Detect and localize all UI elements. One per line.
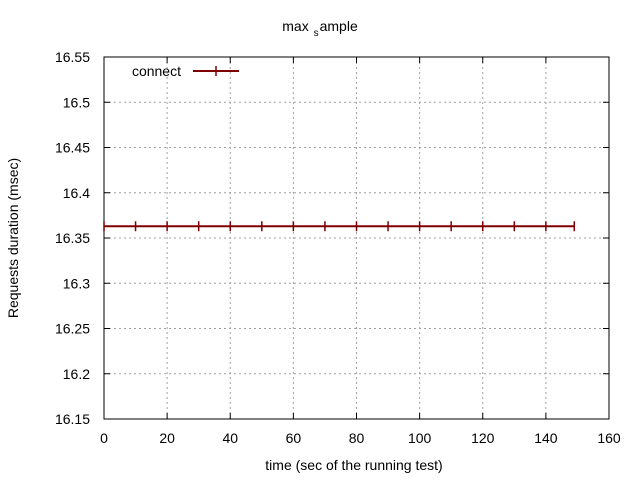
grid-lines: [104, 57, 609, 419]
legend: connect: [132, 63, 239, 79]
x-tick-label: 20: [159, 430, 175, 446]
y-tick-label: 16.35: [55, 230, 90, 246]
chart-title-subscript: s: [313, 28, 319, 39]
y-axis-label: Requests duration (msec): [5, 158, 21, 318]
x-tick-label: 0: [100, 430, 108, 446]
chart-title: max sample: [0, 18, 640, 39]
x-axis-label: time (sec of the running test): [265, 457, 442, 473]
y-tick-label: 16.5: [63, 94, 90, 110]
y-tick-label: 16.25: [55, 321, 90, 337]
x-tick-label: 80: [349, 430, 365, 446]
x-tick-label: 40: [222, 430, 238, 446]
chart-title-rest: ample: [319, 18, 358, 34]
y-tick-labels: 16.15 16.2 16.25 16.3 16.35 16.4 16.45 16.5 16.5…: [55, 49, 90, 427]
x-tick-label: 140: [534, 430, 558, 446]
x-tick-label: 160: [597, 430, 621, 446]
chart-title-main: max: [282, 18, 309, 34]
y-tick-label: 16.4: [63, 185, 90, 201]
series-layer: [103, 221, 576, 232]
y-tick-label: 16.45: [55, 140, 90, 156]
y-tick-label: 16.55: [55, 49, 90, 65]
x-tick-label: 60: [286, 430, 302, 446]
y-tick-label: 16.3: [63, 275, 90, 291]
y-tick-label: 16.15: [55, 411, 90, 427]
legend-label-connect: connect: [132, 63, 181, 79]
axis-ticks: [103, 56, 610, 420]
x-tick-labels: 0 20 40 60 80 100 120 140 160: [100, 430, 621, 446]
x-tick-label: 120: [471, 430, 495, 446]
y-tick-label: 16.2: [63, 366, 90, 382]
x-tick-label: 100: [408, 430, 432, 446]
